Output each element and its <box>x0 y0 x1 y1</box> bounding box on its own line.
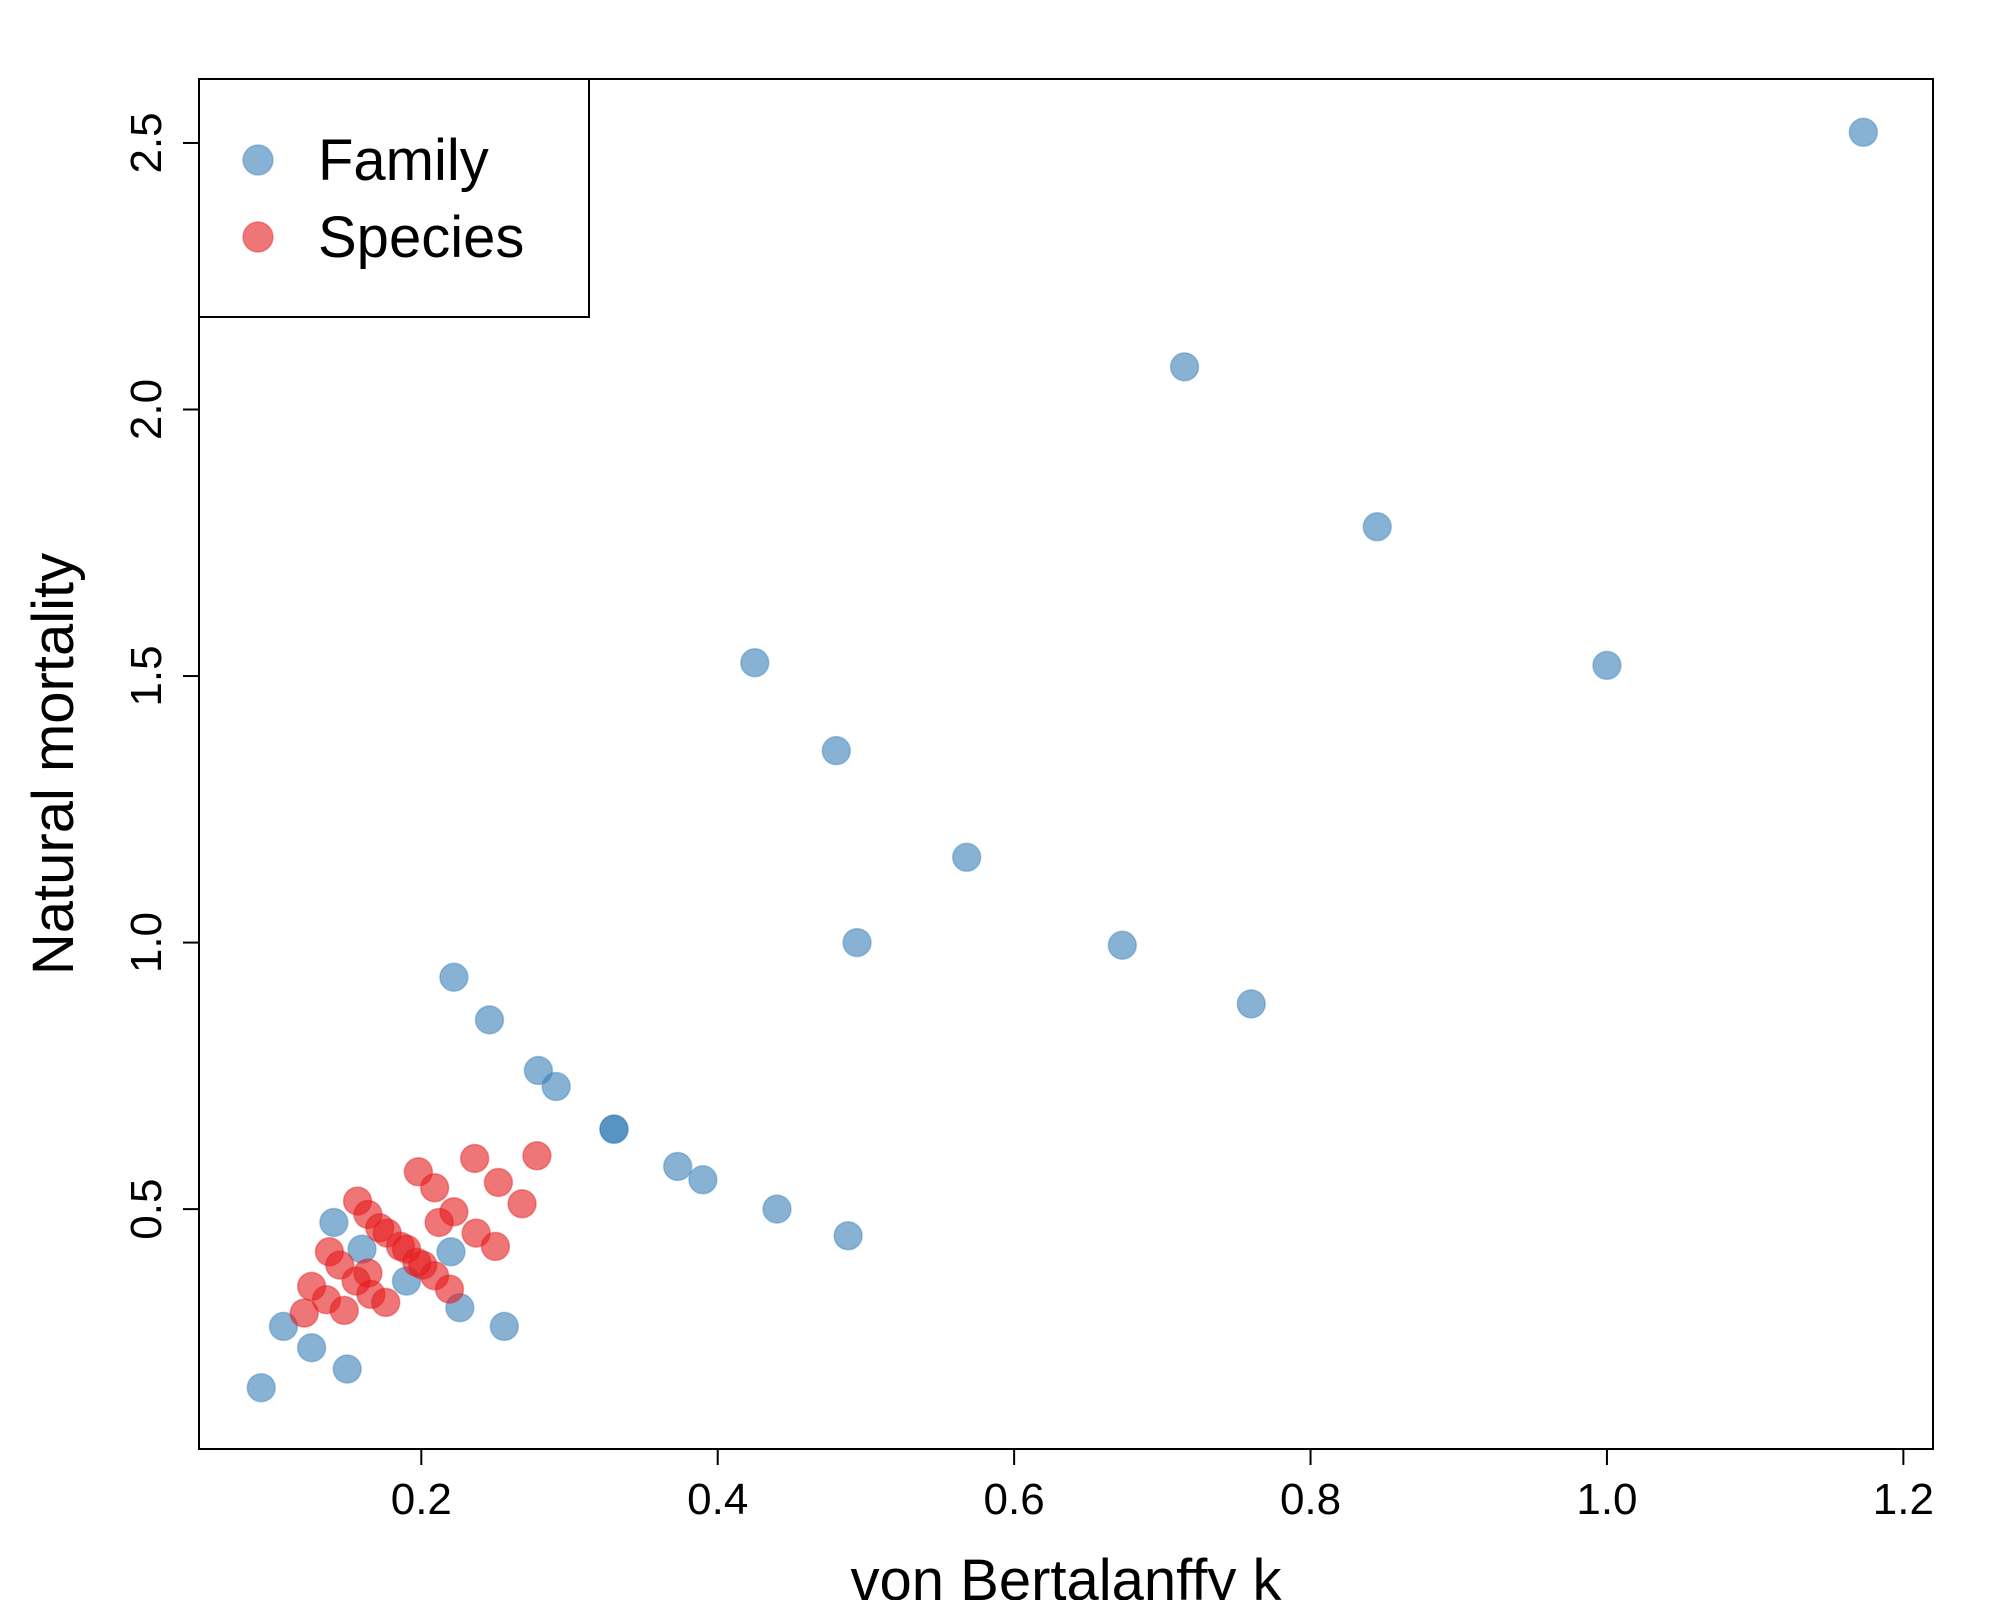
x-axis: 0.2 0.4 0.6 0.8 1.0 1.2 <box>391 1449 1934 1524</box>
y-tick-label: 1.0 <box>122 912 171 973</box>
data-point-family <box>436 1237 466 1267</box>
data-point-family <box>1169 352 1200 382</box>
legend: Family Species <box>198 78 590 318</box>
legend-label-family: Family <box>318 128 489 193</box>
x-axis-title: von Bertalanffy k <box>851 1548 1283 1600</box>
x-tick-label: 0.6 <box>984 1475 1045 1524</box>
y-tick-label: 2.5 <box>122 112 171 173</box>
data-point-family <box>740 647 770 678</box>
data-point-family <box>762 1194 792 1224</box>
y-axis-title: Natural mortality <box>21 553 86 975</box>
data-point-species <box>480 1231 511 1262</box>
x-tick-label: 0.4 <box>687 1475 748 1524</box>
legend-marker-family <box>242 144 274 176</box>
data-point-family <box>523 1055 554 1086</box>
x-tick-label: 1.0 <box>1576 1475 1637 1524</box>
data-point-family <box>1107 930 1138 960</box>
data-point-family <box>268 1311 299 1342</box>
x-tick-label: 0.8 <box>1280 1475 1341 1524</box>
data-point-family <box>842 927 872 958</box>
data-point-family <box>821 735 852 766</box>
data-point-family <box>1236 989 1267 1019</box>
data-point-family <box>439 962 469 992</box>
data-point-species <box>370 1287 401 1318</box>
data-point-family <box>474 1005 505 1035</box>
data-point-family <box>489 1311 520 1342</box>
x-tick-label: 1.2 <box>1873 1475 1934 1524</box>
data-point-species <box>483 1167 514 1198</box>
data-point-species <box>522 1141 552 1171</box>
data-point-family <box>1848 117 1879 148</box>
legend-marker-species <box>242 221 274 253</box>
data-point-family <box>332 1354 362 1384</box>
data-point-species <box>329 1295 359 1326</box>
data-point-species <box>419 1173 450 1203</box>
data-point-family <box>833 1221 863 1251</box>
data-point-family <box>599 1114 629 1144</box>
data-point-family <box>688 1165 718 1195</box>
legend-box <box>198 78 590 318</box>
data-point-family <box>951 842 982 873</box>
data-point-species <box>459 1143 490 1174</box>
data-point-species <box>289 1298 319 1328</box>
y-tick-label: 2.0 <box>122 379 171 440</box>
data-point-species <box>424 1207 454 1238</box>
data-point-species <box>434 1274 465 1304</box>
data-point-species <box>507 1189 537 1219</box>
data-point-family <box>246 1372 276 1403</box>
y-tick-label: 1.5 <box>122 645 171 706</box>
data-points <box>246 117 1879 1403</box>
legend-label-species: Species <box>318 205 524 270</box>
data-point-family <box>296 1332 327 1363</box>
data-point-family <box>1592 650 1622 681</box>
data-point-family <box>1362 512 1392 542</box>
x-tick-label: 0.2 <box>391 1475 452 1524</box>
data-point-family <box>319 1207 349 1238</box>
data-point-family <box>662 1151 693 1182</box>
data-point-family <box>541 1071 571 1102</box>
plot-box <box>198 78 1934 1450</box>
y-tick-label: 0.5 <box>122 1179 171 1240</box>
y-axis: 0.5 1.0 1.5 2.0 2.5 <box>122 112 199 1240</box>
